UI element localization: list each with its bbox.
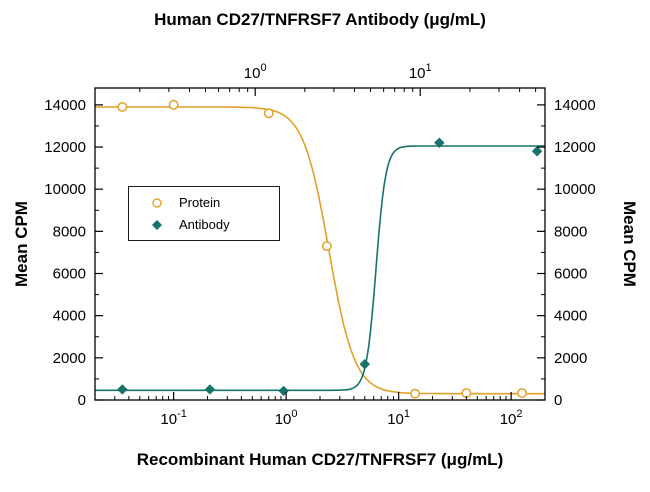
y-axes: 0 0 2000 2000 4000 4000 6000 6000 8000 8000 10000 1… — [44, 97, 595, 409]
legend-label: Protein — [179, 195, 221, 210]
legend-entry-protein: Protein — [129, 195, 279, 210]
y-tick-label-right: 4000 — [554, 308, 587, 325]
protein-data-point — [517, 388, 527, 398]
x-tick-label: 100 — [275, 408, 298, 428]
legend-label: Antibody — [179, 217, 230, 232]
antibody-data-point — [359, 358, 370, 370]
plot-border — [94, 87, 546, 401]
x-tick-label: 100 — [244, 62, 267, 82]
antibody-fit-curve — [95, 145, 545, 392]
y-tick-label-left: 14000 — [44, 97, 86, 114]
protein-fit-curve — [95, 106, 545, 395]
protein-data-point — [263, 108, 274, 119]
series-antibody — [95, 137, 545, 397]
protein-data-point — [321, 241, 332, 252]
antibody-data-point — [117, 384, 128, 395]
antibody-data-point — [531, 146, 543, 157]
top-axis-title: Human CD27/TNFRSF7 Antibody (μg/mL) — [154, 10, 486, 29]
legend-entry-antibody: Antibody — [129, 217, 279, 232]
x-tick-label: 10-1 — [160, 408, 186, 428]
y-tick-label-left: 0 — [78, 392, 86, 409]
protein-data-point — [461, 388, 472, 398]
protein-data-point — [117, 102, 128, 112]
open-circle-icon — [149, 196, 165, 210]
left-axis-title: Mean CPM — [12, 201, 31, 287]
protein-data-point — [410, 388, 421, 399]
series-protein — [95, 99, 545, 399]
y-tick-label-left: 2000 — [53, 350, 86, 367]
filled-diamond-icon — [149, 218, 165, 232]
y-tick-label-right: 2000 — [554, 350, 587, 367]
y-tick-label-right: 8000 — [554, 223, 587, 240]
bottom-axis-title: Recombinant Human CD27/TNFRSF7 (μg/mL) — [136, 450, 504, 469]
y-tick-label-left: 12000 — [44, 139, 86, 156]
y-tick-label-right: 0 — [554, 392, 562, 409]
x-axis-bottom: 10-1 100 101 102 — [114, 392, 523, 428]
x-tick-label: 102 — [500, 408, 523, 428]
y-tick-label-right: 14000 — [554, 97, 596, 114]
antibody-data-point — [434, 137, 445, 149]
right-axis-title: Mean CPM — [620, 201, 639, 287]
antibody-data-point — [278, 385, 289, 397]
x-axis-top: 100 101 — [139, 62, 537, 96]
legend: Protein Antibody — [128, 186, 280, 241]
y-tick-label-left: 4000 — [53, 308, 86, 325]
y-tick-label-left: 6000 — [53, 266, 86, 283]
y-tick-label-right: 10000 — [554, 181, 596, 198]
y-tick-label-right: 6000 — [554, 266, 587, 283]
y-tick-label-left: 8000 — [53, 223, 86, 240]
antibody-data-point — [204, 384, 216, 395]
protein-data-point — [168, 99, 179, 110]
x-tick-label: 101 — [387, 408, 410, 428]
y-tick-label-right: 12000 — [554, 139, 596, 156]
x-tick-label: 101 — [409, 62, 432, 82]
y-tick-label-left: 10000 — [44, 181, 86, 198]
